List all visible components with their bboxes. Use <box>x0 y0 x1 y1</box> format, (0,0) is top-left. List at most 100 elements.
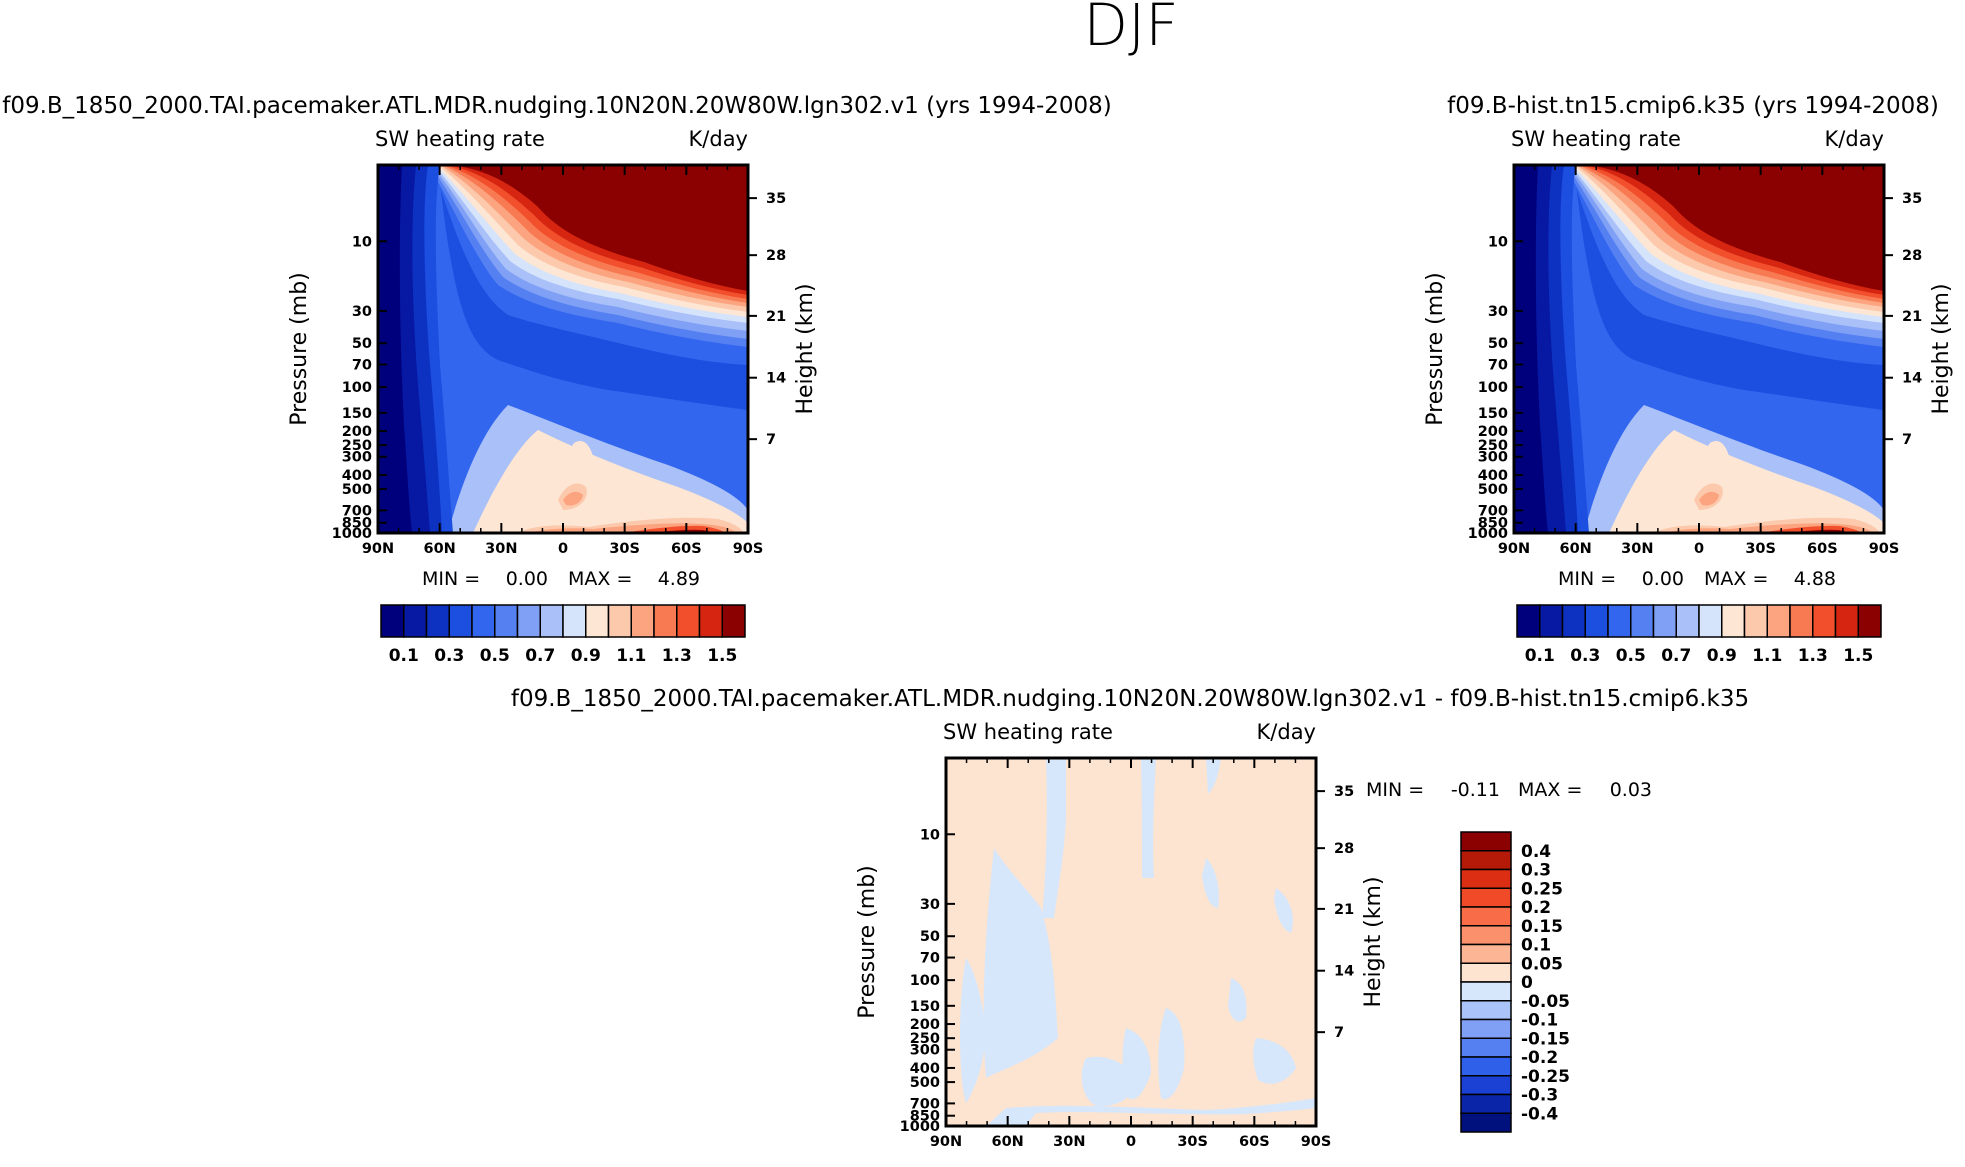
colorbar-label: 0.1 <box>389 646 419 666</box>
min-value: 0.00 <box>506 568 548 590</box>
colorbar-box <box>1561 604 1586 638</box>
colorbar-box <box>1460 850 1512 871</box>
colorbar-box <box>1516 604 1541 638</box>
x-tick-label: 60S <box>1239 1134 1270 1150</box>
y-tick-label: 200 <box>342 424 372 440</box>
colorbar-box <box>1460 1112 1512 1133</box>
colorbar-label: 0.3 <box>1521 861 1551 881</box>
height-tick-label: 21 <box>766 309 786 325</box>
x-tick-label: 30S <box>1177 1134 1208 1150</box>
y-axis-label-right: Height (km) <box>793 283 818 414</box>
y-tick-label: 100 <box>910 973 940 989</box>
colorbar-label: 1.1 <box>1752 646 1782 666</box>
y-tick-label: 10 <box>352 234 372 250</box>
colorbar-label: 0.4 <box>1521 842 1551 862</box>
colorbar-box <box>1789 604 1814 638</box>
y-tick-label: 1000 <box>1468 526 1508 542</box>
colorbar-label: -0.15 <box>1521 1029 1570 1049</box>
colorbar-box <box>1652 604 1677 638</box>
y-tick-label: 70 <box>920 951 940 967</box>
colorbar-label: 1.3 <box>1798 646 1828 666</box>
colorbar-box <box>1460 1000 1512 1021</box>
colorbar-box <box>1675 604 1700 638</box>
colorbar-box <box>607 604 632 638</box>
colorbar-box <box>1721 604 1746 638</box>
x-tick-label: 30N <box>1621 541 1653 557</box>
colorbar-box <box>1539 604 1564 638</box>
left-string: SW heating rate <box>1511 127 1681 151</box>
height-tick-label: 28 <box>1334 841 1354 857</box>
colorbar-box <box>380 604 405 638</box>
colorbar-label: 0.9 <box>1707 646 1737 666</box>
max-value: 4.88 <box>1794 568 1836 590</box>
colorbar-box <box>494 604 519 638</box>
colorbar-label: 1.1 <box>616 646 646 666</box>
colorbar-box <box>1460 962 1512 983</box>
x-tick-label: 30N <box>1053 1134 1085 1150</box>
y-tick-label: 30 <box>1488 304 1508 320</box>
colorbar-box <box>1584 604 1609 638</box>
height-tick-label: 28 <box>766 248 786 264</box>
left-string: SW heating rate <box>943 720 1113 744</box>
colorbar-label: 0.1 <box>1521 936 1551 956</box>
max-label: MAX = <box>1518 779 1582 801</box>
y-tick-label: 700 <box>910 1096 940 1112</box>
height-tick-label: 21 <box>1902 309 1922 325</box>
y-tick-label: 150 <box>1478 406 1508 422</box>
height-tick-label: 7 <box>766 432 776 448</box>
colorbar-box <box>585 604 610 638</box>
colorbar-label: 0.1 <box>1525 646 1555 666</box>
colorbar-box <box>1743 604 1768 638</box>
y-tick-label: 400 <box>342 468 372 484</box>
x-tick-label: 60N <box>992 1134 1024 1150</box>
colorbar-box <box>1460 906 1512 927</box>
y-tick-label: 200 <box>910 1017 940 1033</box>
colorbar-label: -0.05 <box>1521 992 1570 1012</box>
y-tick-label: 150 <box>342 406 372 422</box>
height-tick-label: 7 <box>1334 1025 1344 1041</box>
height-tick-label: 28 <box>1902 248 1922 264</box>
colorbar-box <box>698 604 723 638</box>
y-tick-label: 300 <box>1478 450 1508 466</box>
colorbar-box <box>1630 604 1655 638</box>
colorbar-label: 0 <box>1521 973 1533 993</box>
y-axis-label-right: Height (km) <box>1361 876 1386 1007</box>
colorbar-box <box>1460 1075 1512 1096</box>
panel-title: f09.B-hist.tn15.cmip6.k35 (yrs 1994-2008… <box>1447 93 1939 119</box>
max-label: MAX = <box>568 568 632 590</box>
x-tick-label: 60N <box>1560 541 1592 557</box>
x-tick-label: 0 <box>1694 541 1704 557</box>
x-tick-label: 90S <box>1301 1134 1332 1150</box>
y-tick-label: 100 <box>342 380 372 396</box>
y-tick-label: 200 <box>1478 424 1508 440</box>
figure-title: DJF <box>1083 0 1178 59</box>
colorbar-box <box>1460 887 1512 908</box>
x-tick-label: 30S <box>609 541 640 557</box>
x-tick-label: 30N <box>485 541 517 557</box>
y-tick-label: 500 <box>342 482 372 498</box>
x-tick-label: 0 <box>1126 1134 1136 1150</box>
max-label: MAX = <box>1704 568 1768 590</box>
x-tick-label: 60N <box>424 541 456 557</box>
colorbar-label: 0.15 <box>1521 917 1563 937</box>
heatmap-field <box>1514 165 1884 533</box>
colorbar: 0.40.30.250.20.150.10.050-0.05-0.1-0.15-… <box>1460 831 1570 1133</box>
y-axis-label: Pressure (mb) <box>855 865 880 1019</box>
height-tick-label: 21 <box>1334 902 1354 918</box>
colorbar-box <box>1766 604 1791 638</box>
colorbar-label: 0.3 <box>434 646 464 666</box>
y-tick-label: 50 <box>920 929 940 945</box>
y-tick-label: 50 <box>352 336 372 352</box>
colorbar-box <box>1460 1018 1512 1039</box>
x-tick-label: 60S <box>671 541 702 557</box>
y-tick-label: 850 <box>910 1109 940 1125</box>
y-tick-label: 50 <box>1488 336 1508 352</box>
panel-difference: f09.B_1850_2000.TAI.pacemaker.ATL.MDR.nu… <box>511 686 1749 1150</box>
y-tick-label: 700 <box>342 503 372 519</box>
colorbar-box <box>653 604 678 638</box>
colorbar-box <box>1460 1093 1512 1114</box>
height-tick-label: 14 <box>1334 964 1354 980</box>
min-label: MIN = <box>1366 779 1424 801</box>
colorbar: 0.1 0.3 0.5 0.7 0.9 1.1 1.3 1.5 <box>380 604 746 666</box>
x-tick-label: 90N <box>930 1134 962 1150</box>
